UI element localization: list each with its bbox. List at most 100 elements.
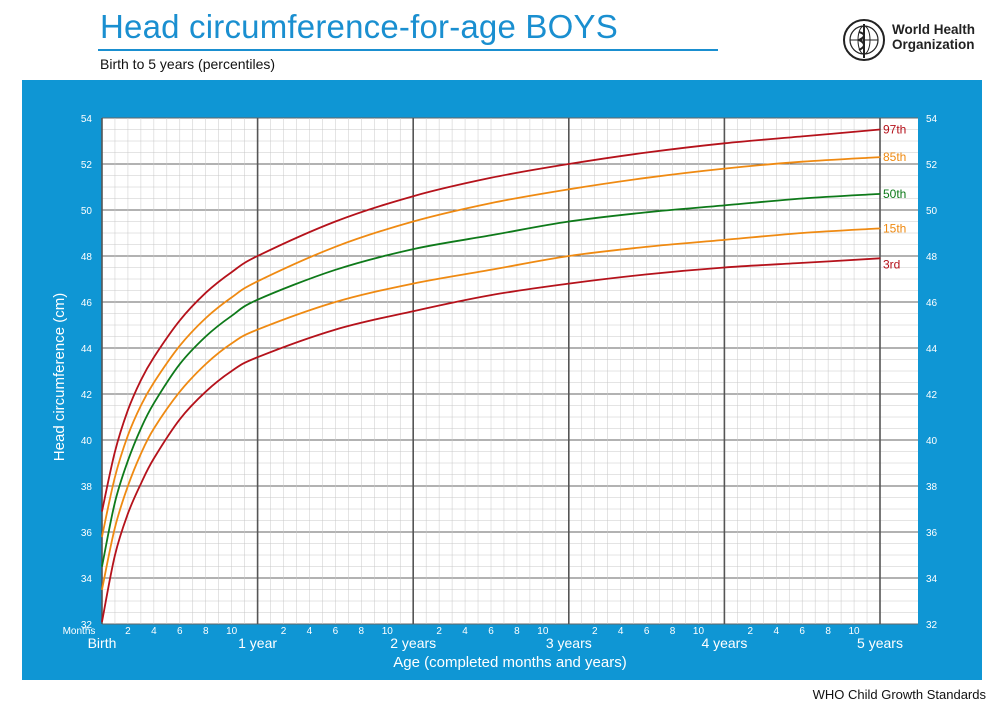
x-month-tick-label: 6 bbox=[333, 626, 339, 637]
data-point-50th bbox=[114, 501, 116, 503]
y-tick-label-left: 46 bbox=[81, 298, 93, 309]
data-point-15th bbox=[723, 239, 726, 241]
series-label-15th: 15th bbox=[883, 221, 906, 235]
x-month-tick-label: 2 bbox=[436, 626, 442, 637]
data-point-50th bbox=[801, 197, 803, 200]
data-point-85th bbox=[334, 246, 336, 248]
data-point-3rd bbox=[568, 283, 570, 285]
data-point-97th bbox=[257, 255, 259, 257]
footer-source: WHO Child Growth Standards bbox=[812, 687, 986, 702]
series-label-50th: 50th bbox=[883, 187, 906, 201]
y-axis-title: Head circumference (cm) bbox=[51, 293, 68, 461]
x-month-tick-label: 8 bbox=[203, 626, 209, 637]
data-point-85th bbox=[257, 280, 259, 282]
series-label-97th: 97th bbox=[883, 123, 906, 137]
y-tick-label-left: 36 bbox=[81, 528, 93, 539]
data-point-97th bbox=[801, 135, 803, 137]
data-point-85th bbox=[205, 317, 207, 319]
percentile-line-85th bbox=[101, 156, 881, 537]
data-point-97th bbox=[723, 142, 726, 144]
data-point-15th bbox=[879, 227, 881, 229]
percentile-line-97th bbox=[101, 128, 881, 512]
data-point-50th bbox=[140, 427, 142, 430]
y-tick-label-right: 50 bbox=[926, 206, 938, 217]
y-tick-label-left: 32 bbox=[81, 620, 93, 631]
data-point-85th bbox=[568, 188, 570, 190]
data-point-97th bbox=[127, 409, 129, 411]
data-point-97th bbox=[490, 177, 492, 179]
data-point-50th bbox=[723, 204, 726, 206]
y-tick-label-left: 52 bbox=[81, 160, 93, 171]
who-logo: World Health Organization bbox=[842, 18, 992, 62]
y-tick-label-left: 50 bbox=[81, 206, 93, 217]
y-tick-label-right: 36 bbox=[926, 528, 938, 539]
x-month-tick-label: 10 bbox=[537, 626, 549, 637]
y-tick-label-left: 48 bbox=[81, 252, 93, 263]
x-month-tick-label: 2 bbox=[748, 626, 754, 637]
data-point-85th bbox=[127, 434, 129, 436]
data-point-97th bbox=[646, 151, 648, 154]
x-units-label: Months bbox=[63, 626, 96, 637]
data-point-85th bbox=[723, 168, 726, 170]
data-point-97th bbox=[114, 450, 116, 453]
x-month-tick-label: 4 bbox=[462, 626, 468, 637]
y-tick-label-right: 44 bbox=[926, 344, 938, 355]
x-month-tick-label: 6 bbox=[644, 626, 650, 637]
y-tick-label-left: 40 bbox=[81, 436, 93, 447]
y-tick-label-left: 34 bbox=[81, 574, 93, 585]
data-point-97th bbox=[101, 510, 103, 512]
data-point-97th bbox=[205, 292, 207, 294]
data-point-50th bbox=[490, 234, 492, 236]
data-point-3rd bbox=[205, 391, 207, 393]
data-point-3rd bbox=[127, 513, 129, 515]
data-point-15th bbox=[179, 391, 181, 393]
x-month-tick-label: 4 bbox=[307, 626, 313, 637]
x-month-tick-label: 4 bbox=[151, 626, 157, 637]
who-emblem-icon bbox=[843, 19, 885, 61]
data-point-97th bbox=[153, 356, 155, 358]
y-tick-label-right: 38 bbox=[926, 482, 938, 493]
data-point-85th bbox=[114, 476, 116, 478]
data-point-50th bbox=[231, 315, 233, 317]
data-point-85th bbox=[646, 177, 648, 179]
data-point-3rd bbox=[153, 457, 155, 459]
x-month-tick-label: 2 bbox=[592, 626, 598, 637]
x-month-tick-label: 4 bbox=[773, 626, 779, 637]
who-org-name: World Health Organization bbox=[892, 22, 976, 52]
percentile-line-15th bbox=[101, 227, 881, 590]
x-month-tick-label: 10 bbox=[382, 626, 394, 637]
data-point-3rd bbox=[801, 262, 803, 264]
data-point-15th bbox=[101, 588, 103, 591]
x-month-tick-label: 2 bbox=[125, 626, 131, 637]
y-tick-label-left: 42 bbox=[81, 390, 93, 401]
data-point-15th bbox=[127, 485, 129, 487]
data-point-50th bbox=[646, 211, 648, 213]
data-point-3rd bbox=[114, 554, 116, 556]
data-point-15th bbox=[334, 301, 336, 303]
x-month-tick-label: 10 bbox=[226, 626, 238, 637]
chart-title: Head circumference-for-age BOYS bbox=[100, 8, 618, 45]
data-point-50th bbox=[127, 460, 129, 462]
x-year-label: 1 year bbox=[238, 635, 277, 651]
data-point-97th bbox=[568, 163, 570, 165]
x-month-tick-label: 2 bbox=[281, 626, 287, 637]
data-point-85th bbox=[879, 156, 881, 158]
data-point-15th bbox=[568, 255, 570, 257]
y-tick-label-right: 34 bbox=[926, 574, 938, 585]
y-tick-label-right: 48 bbox=[926, 252, 938, 263]
data-point-85th bbox=[140, 404, 142, 407]
data-point-15th bbox=[153, 427, 155, 430]
data-point-97th bbox=[879, 128, 881, 131]
x-month-tick-label: 6 bbox=[799, 626, 805, 637]
y-tick-label-right: 54 bbox=[926, 114, 938, 125]
data-point-50th bbox=[257, 299, 259, 301]
data-point-50th bbox=[101, 565, 103, 568]
x-year-label: 2 years bbox=[390, 635, 436, 651]
data-point-97th bbox=[140, 379, 142, 381]
data-point-15th bbox=[114, 526, 116, 529]
y-tick-label-right: 52 bbox=[926, 160, 938, 171]
x-year-label: 3 years bbox=[546, 635, 592, 651]
series-label-85th: 85th bbox=[883, 150, 906, 164]
data-point-3rd bbox=[101, 621, 103, 623]
data-point-15th bbox=[257, 329, 259, 331]
